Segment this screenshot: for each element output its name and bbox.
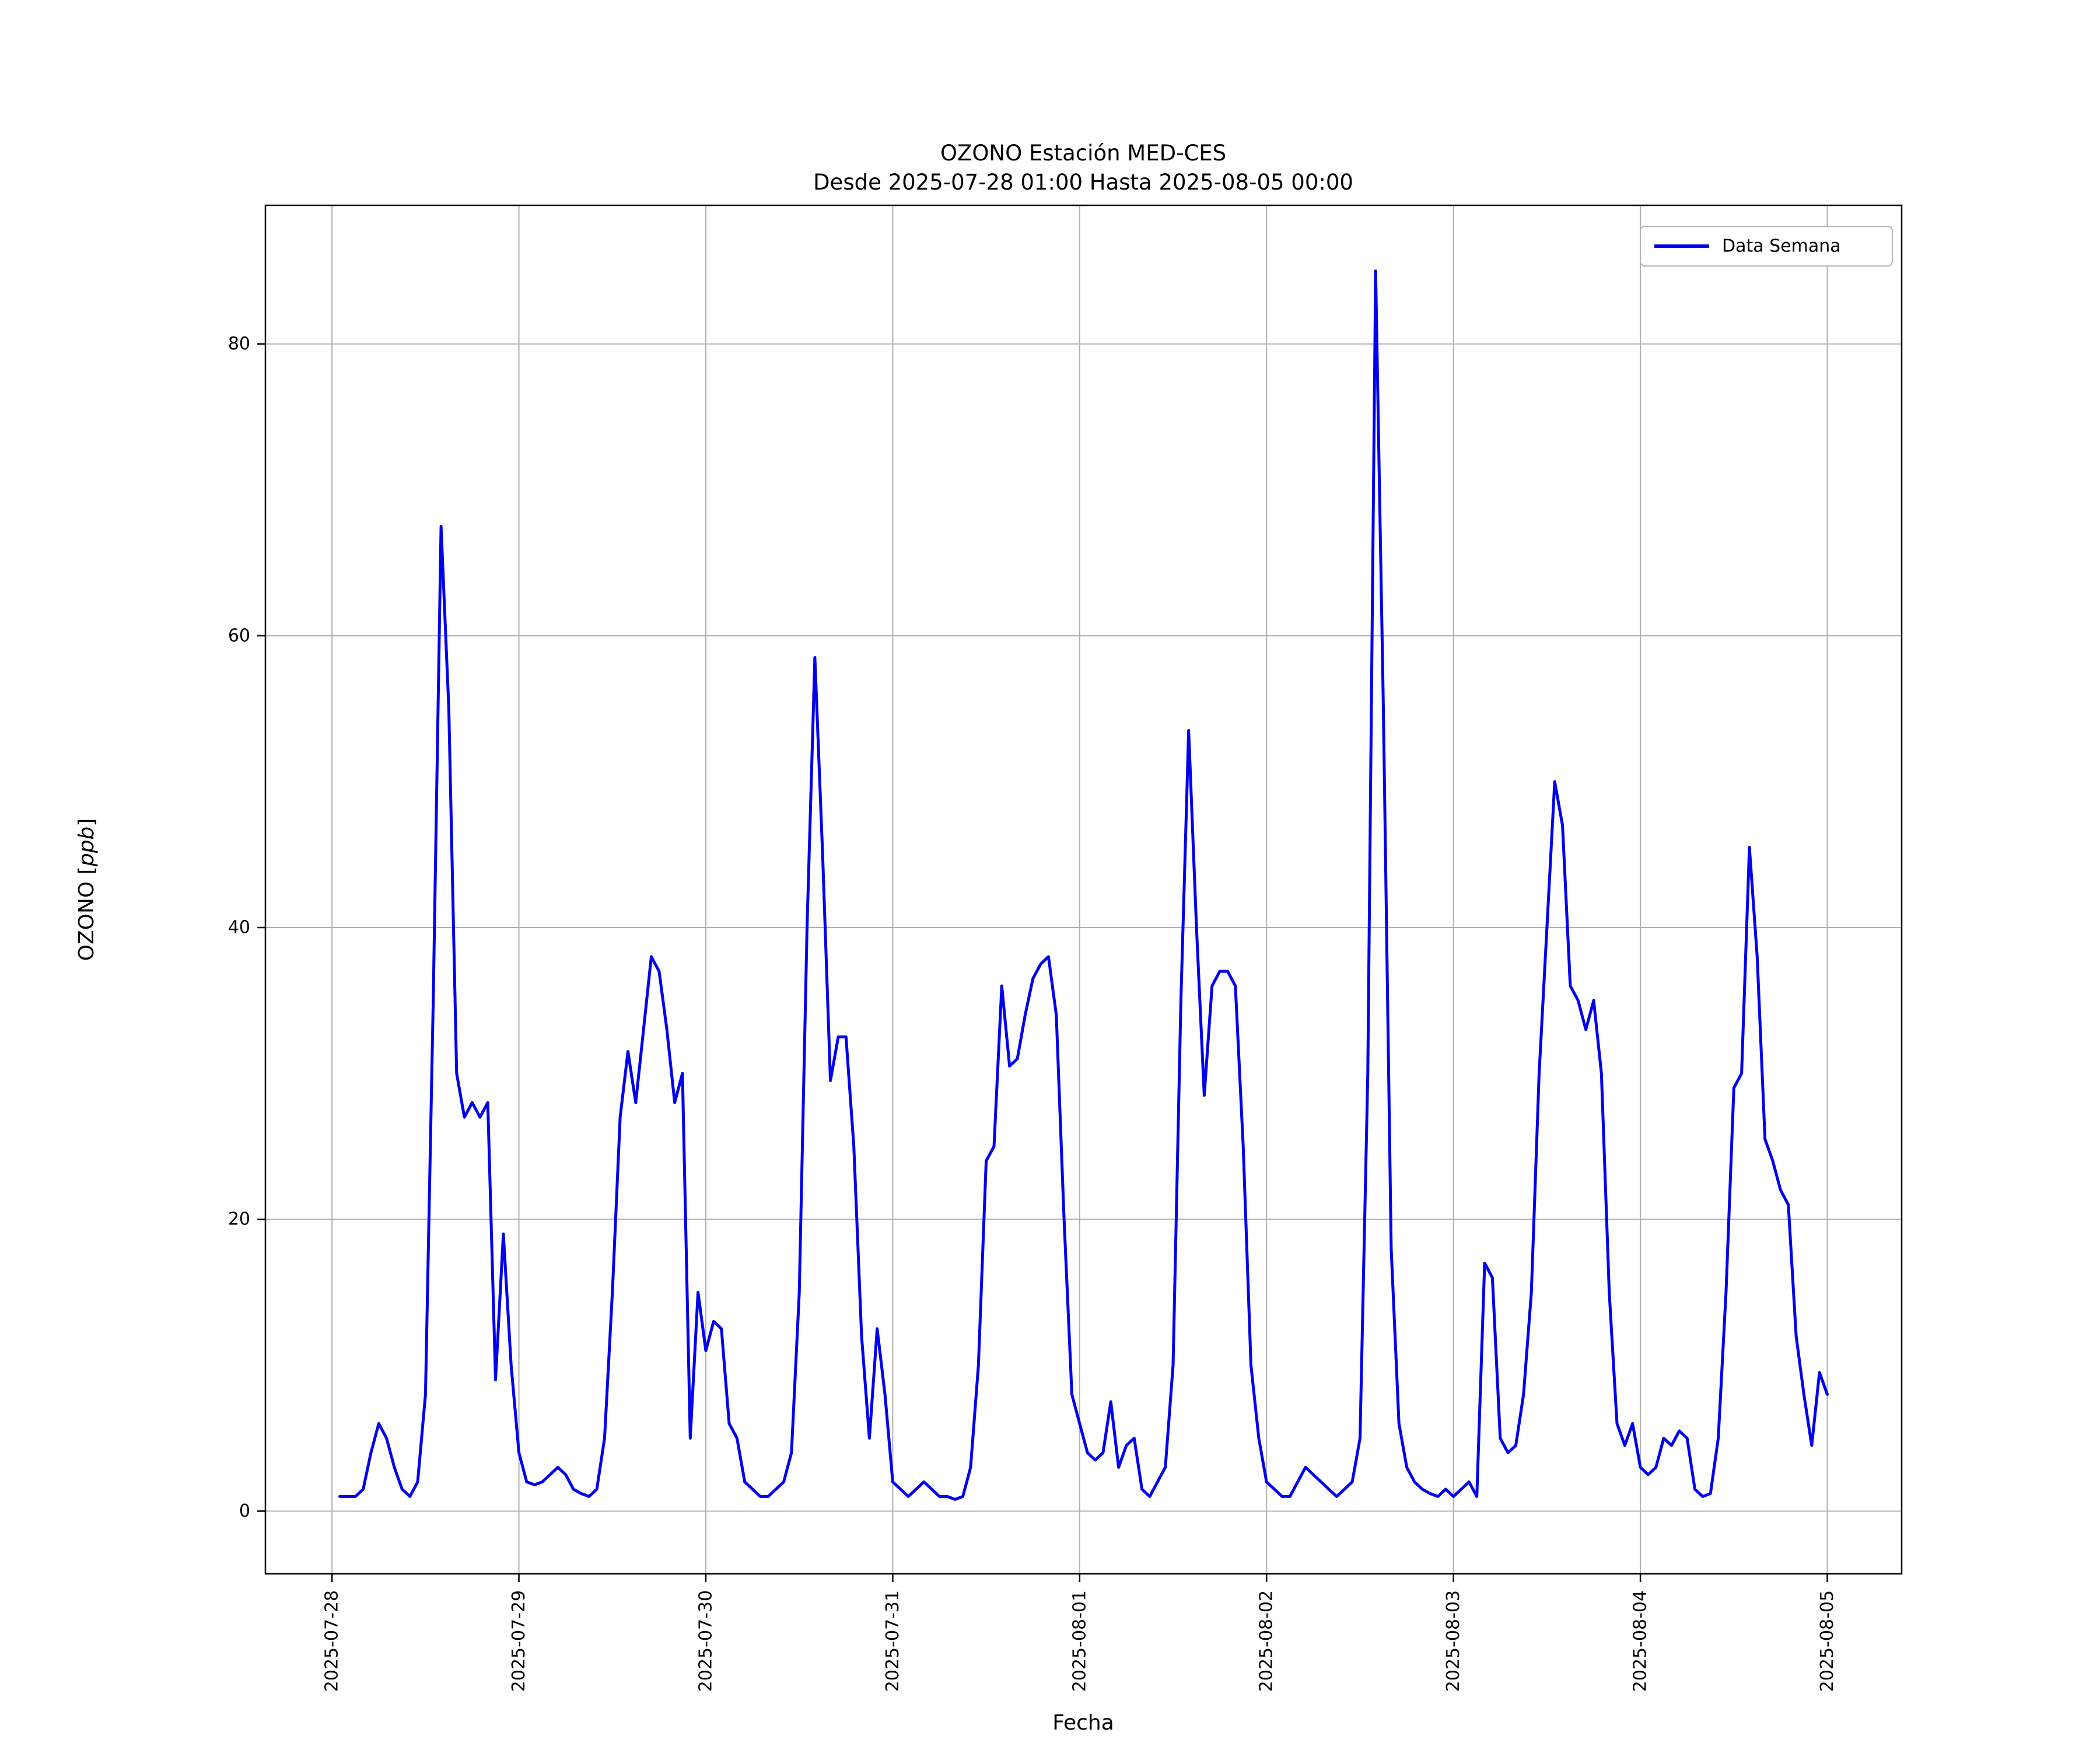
- grid-lines: [265, 205, 1902, 1574]
- y-tick-label: 20: [228, 1209, 250, 1230]
- chart-subtitle: Desde 2025-07-28 01:00 Hasta 2025-08-05 …: [813, 170, 1353, 195]
- y-tick-label: 0: [239, 1501, 250, 1521]
- legend-entry-label: Data Semana: [1722, 236, 1841, 257]
- y-axis-label-prefix: OZONO [: [75, 866, 99, 961]
- x-tick-label: 2025-07-31: [883, 1590, 903, 1692]
- x-tick-label: 2025-08-02: [1256, 1590, 1277, 1692]
- x-tick-label: 2025-08-03: [1443, 1590, 1464, 1692]
- x-tick-label: 2025-07-28: [322, 1590, 342, 1692]
- x-tick-label: 2025-08-04: [1630, 1590, 1651, 1692]
- x-tick-label: 2025-08-01: [1069, 1590, 1090, 1692]
- y-tick-label: 80: [228, 334, 250, 354]
- y-axis-label: OZONO [ppb]: [75, 818, 99, 961]
- x-axis-label: Fecha: [1052, 1711, 1114, 1735]
- x-tick-label: 2025-07-30: [695, 1590, 716, 1692]
- data-series-layer: [338, 270, 1829, 1501]
- tick-marks: [257, 343, 1828, 1582]
- x-tick-label: 2025-08-05: [1817, 1590, 1838, 1692]
- chart-title: OZONO Estación MED-CES: [940, 141, 1226, 166]
- tick-labels: 2025-07-28 2025-07-29 2025-07-30 2025-07-31…: [228, 334, 1838, 1692]
- axes-spines: [264, 204, 1903, 1575]
- legend-box: [1640, 226, 1893, 267]
- legend: Data Semana: [1640, 226, 1893, 267]
- y-axis-label-suffix: ]: [75, 818, 99, 827]
- y-axis-label-units: ppb: [75, 827, 99, 867]
- data-line-data-semana: [338, 270, 1829, 1501]
- x-tick-label: 2025-07-29: [509, 1590, 529, 1692]
- y-tick-label: 60: [228, 625, 250, 646]
- y-tick-label: 40: [228, 918, 250, 938]
